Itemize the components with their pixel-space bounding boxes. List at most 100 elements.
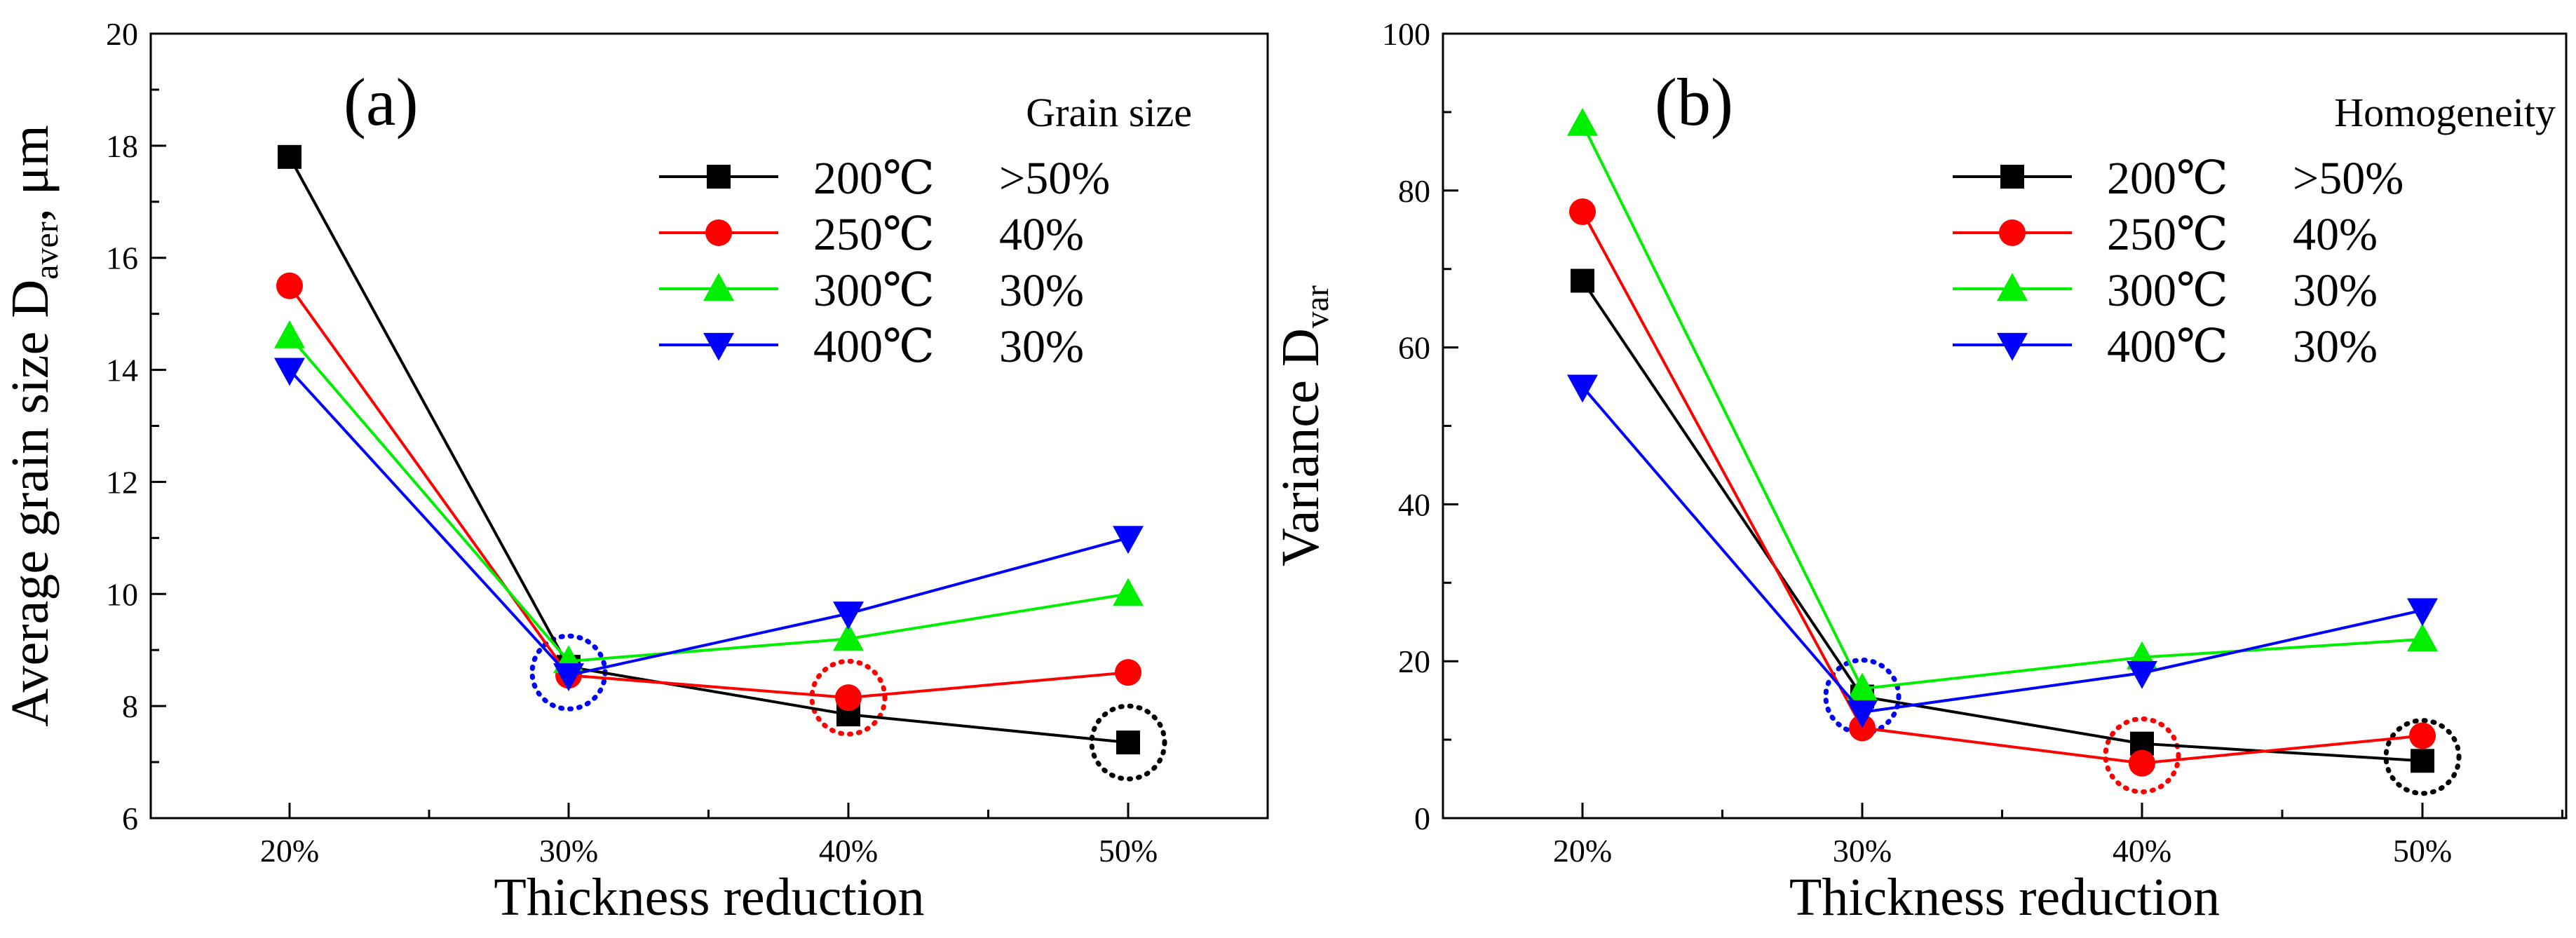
panel-b-series-line-2 <box>1581 123 2423 691</box>
panel-a-ytick-label: 12 <box>106 464 138 500</box>
panel-b-legend-marker-1 <box>1999 219 2026 246</box>
panel-b-legend-note-3: 30% <box>2293 321 2378 372</box>
panel-b-legend-label-2: 300℃ <box>2107 265 2228 316</box>
panel-a-legend-title: Grain size <box>1026 90 1192 135</box>
panel-b-series-2-point <box>2407 623 2438 651</box>
panel-b-ytick-label: 40 <box>1398 487 1430 522</box>
panel-a-ytick-label: 6 <box>122 801 138 836</box>
panel-a-legend-note-3: 30% <box>999 321 1084 372</box>
panel-a-series-3-point <box>1113 526 1144 555</box>
panel-b-y-axis-label: Variance Dvar <box>1271 285 1336 566</box>
panel-b-y-axis-label-sub: var <box>1299 285 1336 328</box>
panel-a-legend-marker-1 <box>705 219 732 246</box>
panel-a-y-axis-label-main: Average grain size D <box>1 280 60 727</box>
panel-a-series-line-2 <box>288 335 1129 663</box>
panel-b-series-0-point <box>2411 749 2434 773</box>
panel-b-xtick-label: 50% <box>2393 833 2452 869</box>
panel-a-series-1-point <box>276 272 303 299</box>
panel-b-legend-note-0: >50% <box>2293 153 2404 204</box>
panel-b-xtick-label: 20% <box>1553 833 1612 869</box>
panel-a-ytick-label: 10 <box>106 576 138 612</box>
panel-b-x-axis-label: Thickness reduction <box>1789 868 2220 927</box>
panel-b-series-1-point <box>1569 198 1596 226</box>
panel-a-series-line-3 <box>288 369 1129 677</box>
panel-b-legend-label-3: 400℃ <box>2107 321 2228 372</box>
panel-b-ytick-label: 0 <box>1414 801 1430 836</box>
panel-a-ytick-label: 14 <box>106 353 138 388</box>
panel-a-legend-label-2: 300℃ <box>813 265 935 316</box>
panel-b-series-3-point <box>1567 374 1598 403</box>
panel-a-ytick-label: 16 <box>106 240 138 276</box>
panel-a-y-axis-label-unit: , μm <box>1 125 60 222</box>
panel-a-series-1-point <box>835 684 862 712</box>
panel-a-ytick-label: 20 <box>106 16 138 52</box>
panel-b-series-2-point <box>1847 672 1878 701</box>
panel-a-series-line-1 <box>288 285 1129 700</box>
panel-b-legend-marker-0 <box>2000 165 2024 189</box>
panel-a-series-2-point <box>833 623 864 651</box>
panel-b-series-2-point <box>1567 107 1598 136</box>
panel-b-ytick-label: 80 <box>1398 173 1430 209</box>
panel-b-plot-frame <box>1442 32 2568 820</box>
panel-b-y-axis-label-main: Variance D <box>1271 328 1330 566</box>
panel-a-ytick-label: 8 <box>122 688 138 724</box>
panel-b-legend-note-2: 30% <box>2293 265 2378 316</box>
panel-a-series-3-point <box>274 358 305 386</box>
panel-a-xtick-label: 20% <box>260 833 319 869</box>
panel-b-series-line-3 <box>1581 386 2423 714</box>
panel-b-xtick-label: 40% <box>2113 833 2171 869</box>
panel-b-panel-label: (b) <box>1655 64 1733 140</box>
panel-b-legend-note-1: 40% <box>2293 209 2378 260</box>
panel-b-series-3-point <box>2407 598 2438 627</box>
panel-a-xtick-label: 40% <box>819 833 878 869</box>
panel-a-legend-marker-3 <box>703 332 734 361</box>
panel-b-series-line-0 <box>1581 280 2423 763</box>
panel-b-series-1-point <box>2409 722 2436 749</box>
panel-b-series-line-1 <box>1581 211 2423 765</box>
panel-b-legend-marker-3 <box>1997 332 2028 361</box>
panel-a-legend-note-2: 30% <box>999 265 1084 316</box>
panel-a-legend-marker-2 <box>703 273 734 301</box>
panel-a-series-0-point <box>1116 730 1140 755</box>
panel-a-series-line-0 <box>288 156 1129 745</box>
panel-b-series-0-point <box>1571 269 1594 293</box>
panel-b-highlight-circle <box>2103 716 2181 794</box>
panel-b-legend-marker-2 <box>1997 273 2028 301</box>
panel-a-series-2-point <box>274 320 305 348</box>
panel-a-series-0-point <box>278 144 301 169</box>
panel-b-legend-label-1: 250℃ <box>2107 209 2228 260</box>
panel-b-xtick-label: 30% <box>1833 833 1892 869</box>
panel-a-series-1-point <box>1115 659 1141 686</box>
panel-a-legend-label-1: 250℃ <box>813 209 935 260</box>
panel-b-series-3-point <box>1847 700 1878 728</box>
panel-a-panel-label: (a) <box>344 64 419 140</box>
panel-a-legend-note-1: 40% <box>999 209 1084 260</box>
panel-a-xtick-label: 50% <box>1099 833 1158 869</box>
panel-a-y-axis-label-sub: aver <box>28 222 65 280</box>
panel-a-legend-note-0: >50% <box>999 153 1110 204</box>
panel-a-series-3-point <box>553 663 584 691</box>
panel-a-ytick-label: 18 <box>106 128 138 164</box>
panel-a-series-3-point <box>833 601 864 630</box>
panel-a-y-axis-label: Average grain size Daver, μm <box>1 125 65 726</box>
panel-b-ytick-label: 100 <box>1382 16 1430 52</box>
panel-a-xtick-label: 30% <box>539 833 598 869</box>
panel-b-series-3-point <box>2127 660 2157 689</box>
panel-a-series-2-point <box>1113 578 1144 606</box>
panel-a-legend-marker-0 <box>707 165 731 189</box>
panel-b-ytick-label: 20 <box>1398 644 1430 679</box>
panel-b-series-1-point <box>2129 749 2155 777</box>
panel-a-legend-label-3: 400℃ <box>813 321 935 372</box>
panel-b-ytick-label: 60 <box>1398 330 1430 366</box>
panel-a-highlight-circle <box>809 658 888 737</box>
panel-b-legend-label-0: 200℃ <box>2107 153 2228 204</box>
panel-b-highlight-circle <box>2383 718 2462 796</box>
panel-a-legend-label-0: 200℃ <box>813 153 935 204</box>
panel-a-plot-frame <box>149 32 1269 820</box>
panel-b-legend-title: Homogeneity <box>2334 90 2556 135</box>
panel-a-x-axis-label: Thickness reduction <box>494 868 924 927</box>
